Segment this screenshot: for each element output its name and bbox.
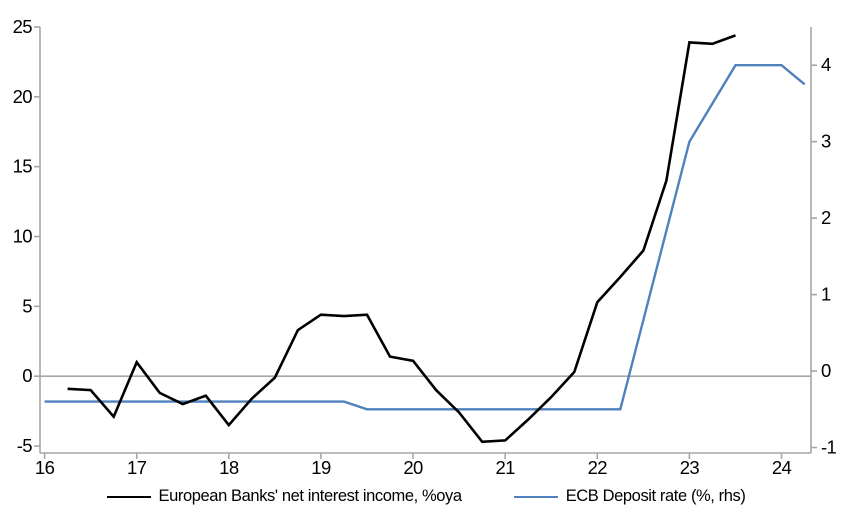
legend-item-ecb-deposit-rate: ECB Deposit rate (%, rhs) [513, 487, 746, 506]
right-axis-tick-label: -1 [821, 436, 837, 457]
x-axis-tick-label: 24 [772, 457, 792, 478]
x-axis-tick-label: 23 [680, 457, 700, 478]
x-axis-tick-label: 21 [495, 457, 515, 478]
left-axis-tick-label: -5 [17, 435, 33, 456]
ecb-deposit-rate-line-swatch [513, 495, 558, 498]
net-interest-income-line-swatch [106, 495, 151, 498]
legend-item-net-interest-income: European Banks' net interest income, %oy… [106, 487, 463, 506]
left-axis-tick-label: 25 [13, 16, 33, 37]
x-axis-tick-label: 16 [35, 457, 55, 478]
right-axis-tick-label: 3 [821, 131, 831, 152]
left-axis-tick-label: 10 [13, 226, 33, 247]
chart-legend: European Banks' net interest income, %oy… [0, 487, 852, 506]
left-axis-tick-label: 15 [13, 156, 33, 177]
ecb-deposit-rate-series [44, 63, 806, 411]
x-axis-tick-label: 17 [127, 457, 147, 478]
x-axis-tick-label: 18 [219, 457, 239, 478]
legend-label-net-interest-income: European Banks' net interest income, %oy… [158, 487, 463, 505]
net-interest-income-series [67, 34, 736, 444]
left-axis-tick-label: 0 [22, 365, 32, 386]
left-axis-tick-label: 5 [22, 295, 32, 316]
legend-label-ecb-deposit-rate: ECB Deposit rate (%, rhs) [565, 487, 746, 505]
right-axis-tick-label: 1 [821, 284, 831, 305]
left-axis-tick-label: 20 [13, 86, 33, 107]
x-axis-tick-label: 19 [311, 457, 331, 478]
x-axis-tick-label: 22 [588, 457, 608, 478]
x-axis-tick-label: 20 [403, 457, 423, 478]
right-axis-tick-label: 2 [821, 207, 831, 228]
right-axis-tick-label: 4 [821, 54, 831, 75]
right-axis-tick-label: 0 [821, 360, 831, 381]
